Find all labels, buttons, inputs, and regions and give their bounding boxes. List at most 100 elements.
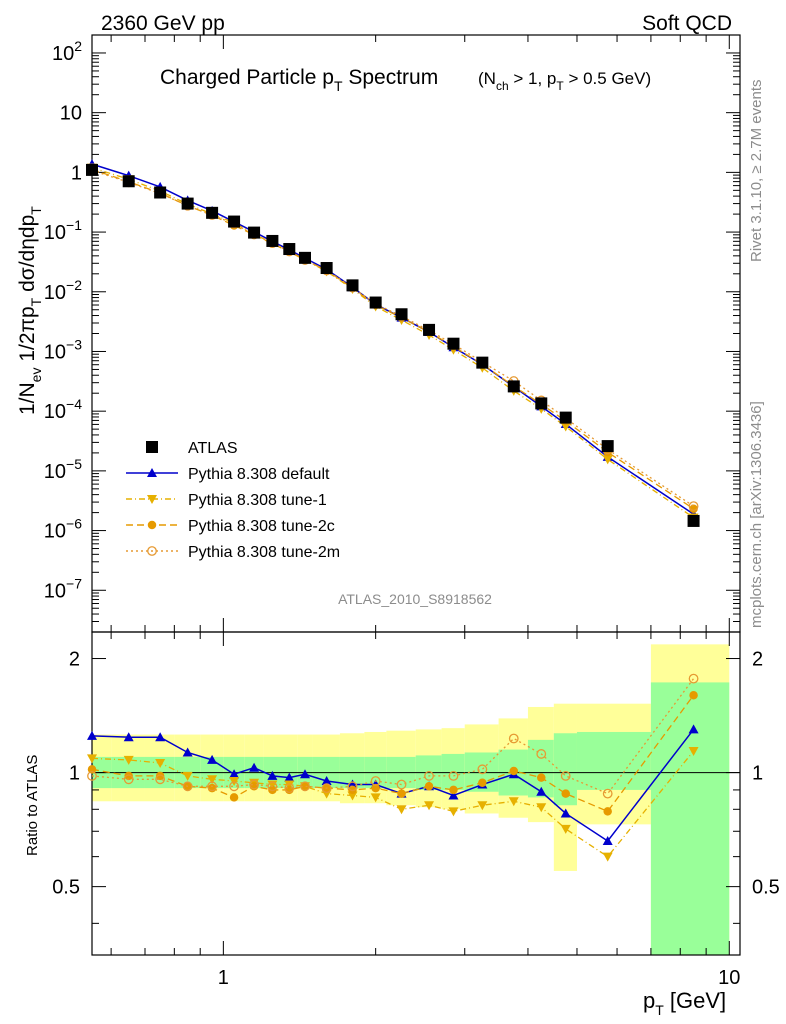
data-point [283,243,296,256]
ratio-point [124,771,133,781]
ratio-point [448,807,459,817]
ratio-point [602,788,613,799]
y-tick-label: 10−7 [44,575,82,602]
ratio-point [424,782,434,791]
ratio-point [560,771,571,781]
ratio-point [207,775,218,785]
data-point [447,337,460,350]
upper-frame [91,34,741,633]
ratio-point [207,781,217,792]
ratio-point [155,774,166,785]
ratio-point [87,730,97,740]
ratio-point [602,852,613,862]
legend-label: Pythia 8.308 default [188,466,330,483]
ratio-point [370,793,381,803]
ratio-point [87,765,97,774]
ratio-point [155,758,166,768]
legend-item-pythia-8-308-tune-2c: Pythia 8.308 tune-2c [126,518,335,535]
y-axis-label-ratio: Ratio to ATLAS [24,755,41,856]
y-tick-label: 1 [71,162,82,184]
ratio-point [182,747,193,757]
data-point [395,308,408,321]
mcplots-label: mcplots.cern.ch [arXiv:1306.3436] [748,401,765,628]
analysis-id: ATLAS_2010_S8918562 [338,591,492,607]
series-pythia-8-308-tune-1 [87,163,699,523]
data-point [181,197,194,210]
data-point [266,234,279,247]
rivet-label: Rivet 3.1.10, ≥ 2.7M events [748,80,765,263]
ratio-line [91,694,695,813]
ratio-point [155,732,166,742]
data-point [228,215,241,228]
y-axis-label-upper: 1/Nev 1/2πpT dσ/dηdpT [16,206,44,415]
ratio-point [370,776,381,786]
ratio-point [249,779,259,790]
ratio-point [396,779,407,790]
x-tick-label: 1 [218,967,229,989]
ratio-point [560,808,571,818]
data-point [476,356,489,369]
data-point [86,163,98,176]
y-tick-label: 10−3 [44,336,82,363]
legend-marker [147,495,157,504]
data-point [602,455,613,465]
series-line [91,163,694,515]
data-point [689,504,698,514]
ratio-point [207,754,218,764]
data-point [346,279,359,292]
ratio-point [477,764,488,775]
ratio-point [477,801,488,811]
ratio-point [300,782,310,791]
legend-marker [147,468,157,477]
series-atlas [86,163,700,527]
ratio-point [284,772,295,782]
ratio-point [87,771,97,781]
ratio-point [284,783,295,794]
ratio-point [249,762,260,772]
chart-title: Charged Particle pT Spectrum [160,66,438,94]
band-green [650,682,730,955]
series-line [91,168,694,510]
data-point [423,323,436,336]
upper-panel: 102 10 1 10−1 10−2 10−3 10−4 10−5 10−6 10−7 [44,34,741,633]
band-green [553,733,577,806]
ratio-point [424,801,435,811]
ratio-point [182,771,193,781]
ratio-point [300,781,310,792]
y-tick-label: 10−2 [44,277,82,304]
ratio-point [347,781,358,792]
ratio-point [397,789,406,798]
ratio-point [449,785,458,795]
legend-label: Pythia 8.308 tune-2m [188,544,340,561]
ratio-point [229,769,240,779]
data-point [601,440,614,453]
y-tick-label: 10 [60,103,82,125]
ratio-point [182,781,193,792]
ratio-y-tick-label: 2 [69,649,80,671]
data-point [154,186,167,199]
legend-label: Pythia 8.308 tune-1 [188,492,327,509]
ratio-point [602,835,613,845]
legend-item-atlas: ATLAS [146,440,238,457]
ratio-point [508,797,519,807]
ratio-line [91,750,695,858]
ratio-frame [91,631,741,956]
ratio-point [87,754,97,764]
ratio-point [123,732,134,742]
ratio-point [123,755,134,765]
series-pythia-8-308-default [87,159,699,519]
ratio-point [424,771,434,781]
legend-marker [147,546,157,556]
legend-label: Pythia 8.308 tune-2c [188,518,335,535]
ratio-point [284,780,295,790]
series-line [91,167,694,519]
data-point [559,411,572,424]
ratio-y-tick-label: 0.5 [52,877,80,899]
ratio-point [321,776,332,786]
ratio-y-tick-label-right: 1 [752,763,763,785]
ratio-series-pythia-8-308-tune-2m [87,673,699,799]
ratio-point [347,791,358,801]
ratio-point [155,771,165,781]
y-tick-label: 10−5 [44,456,82,483]
